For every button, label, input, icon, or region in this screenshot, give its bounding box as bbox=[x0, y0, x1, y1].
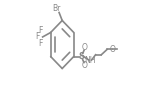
Text: F: F bbox=[39, 26, 43, 35]
Text: F: F bbox=[39, 39, 43, 48]
Text: S: S bbox=[79, 52, 85, 61]
Text: O: O bbox=[82, 61, 88, 70]
Text: Br: Br bbox=[52, 4, 61, 13]
Text: O: O bbox=[82, 43, 88, 52]
Text: NH: NH bbox=[84, 56, 96, 65]
Text: F: F bbox=[36, 32, 40, 41]
Text: O: O bbox=[110, 45, 115, 54]
